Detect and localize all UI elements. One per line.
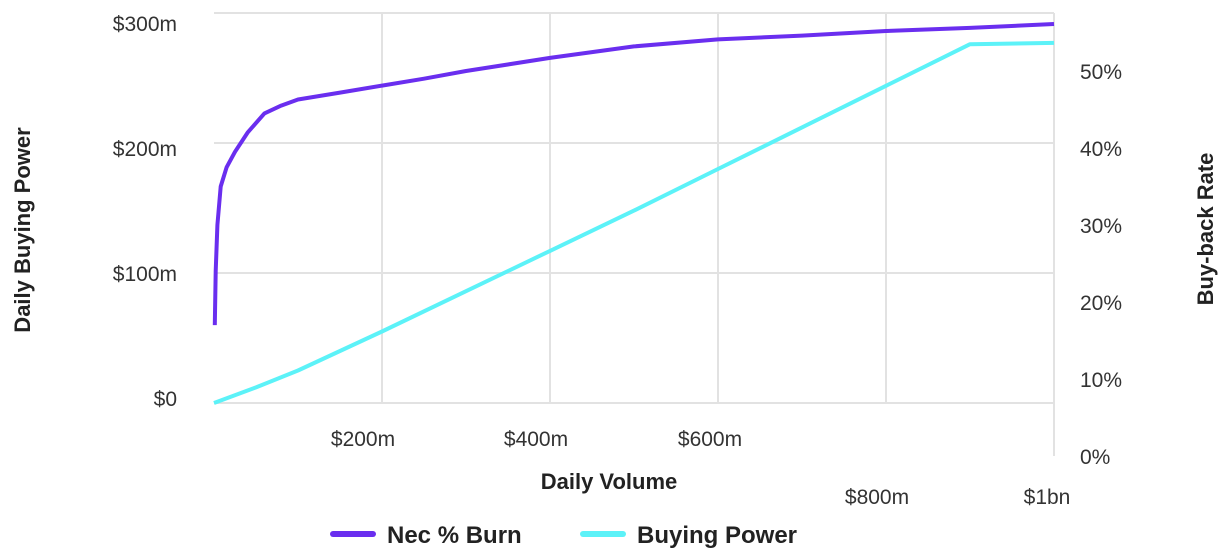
legend-swatch-nec-burn bbox=[330, 531, 376, 537]
y2-axis-title: Buy-back Rate bbox=[1193, 153, 1218, 306]
y2-tick-3: 30% bbox=[1080, 215, 1122, 238]
y-tick-1: $100m bbox=[113, 263, 177, 286]
y-tick-2: $200m bbox=[113, 138, 177, 161]
y2-tick-5: 50% bbox=[1080, 61, 1122, 84]
series-line-nec-burn bbox=[212, 22, 1055, 326]
x-tick-2: $600m bbox=[678, 428, 742, 451]
legend-swatch-buying-power bbox=[580, 531, 626, 537]
y-tick-0: $0 bbox=[154, 388, 177, 411]
x-axis-title: Daily Volume bbox=[541, 469, 678, 494]
series-lines bbox=[212, 22, 1055, 405]
grid bbox=[214, 12, 1055, 456]
y-tick-labels: $0 $100m $200m $300m bbox=[113, 13, 177, 411]
y-tick-3: $300m bbox=[113, 13, 177, 36]
y2-tick-0: 0% bbox=[1080, 446, 1110, 469]
y2-tick-1: 10% bbox=[1080, 369, 1122, 392]
legend: Nec % Burn Buying Power bbox=[330, 522, 797, 549]
legend-label-nec-burn: Nec % Burn bbox=[387, 522, 522, 549]
y2-tick-labels: 0% 10% 20% 30% 40% 50% bbox=[1080, 61, 1122, 469]
y2-tick-4: 40% bbox=[1080, 138, 1122, 161]
x-tick-1: $400m bbox=[504, 428, 568, 451]
x-tick-labels: $200m $400m $600m $800m $1bn bbox=[331, 428, 1070, 509]
x-tick-0: $200m bbox=[331, 428, 395, 451]
y2-tick-2: 20% bbox=[1080, 292, 1122, 315]
x-tick-3: $800m bbox=[845, 486, 909, 509]
series-line-buying-power bbox=[213, 40, 1055, 405]
y-axis-title: Daily Buying Power bbox=[10, 127, 35, 333]
legend-label-buying-power: Buying Power bbox=[637, 522, 797, 549]
x-tick-4: $1bn bbox=[1024, 486, 1071, 509]
